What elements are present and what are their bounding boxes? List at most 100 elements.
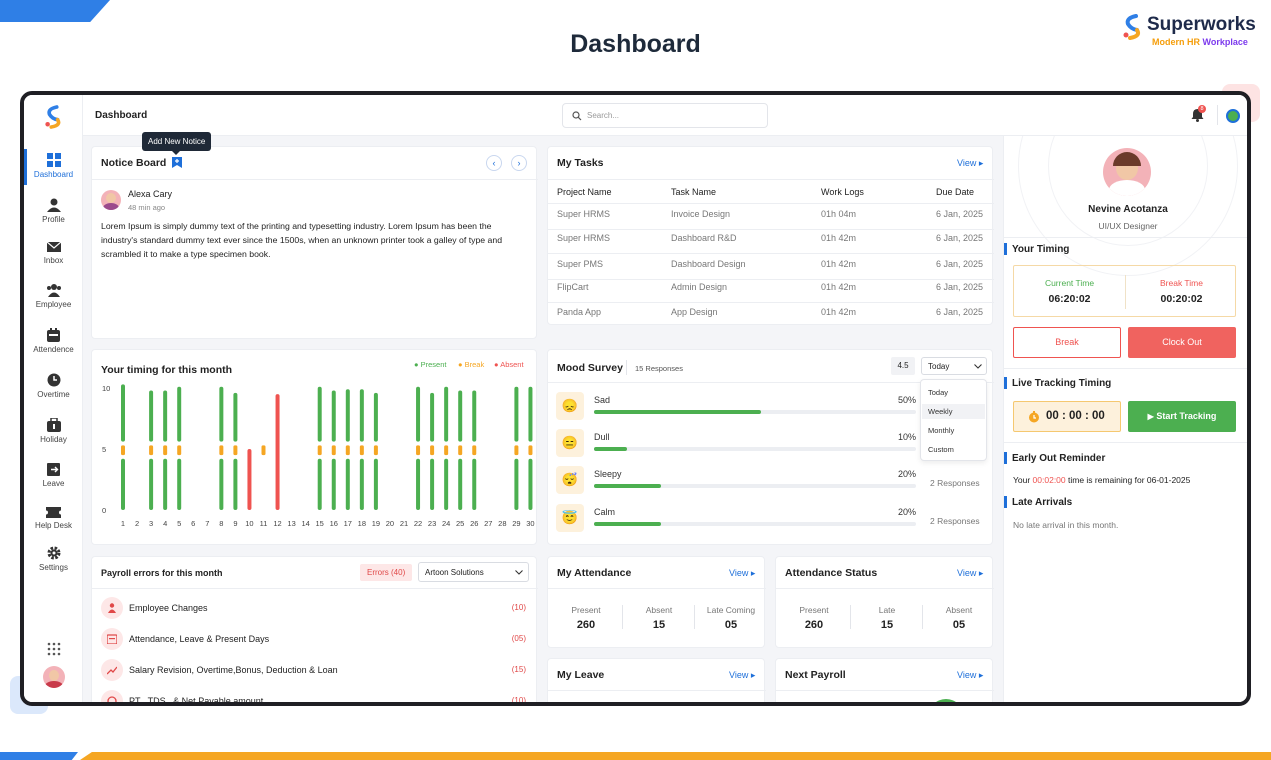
bar-break [345, 445, 350, 456]
bar-break [261, 445, 266, 456]
attendance-value: 05 [724, 619, 738, 631]
next-notice-button[interactable]: › [511, 155, 527, 171]
table-row[interactable]: FlipCart Admin Design 01h 42m 6 Jan, 2025 [548, 278, 994, 302]
tasks-view-link[interactable]: View ▸ [957, 158, 984, 168]
notification-button[interactable]: 8 [1191, 105, 1206, 124]
my-leave-title: My Leave [557, 669, 605, 681]
clock-icon [47, 373, 60, 387]
legend-item: ● Break [458, 360, 485, 369]
bar-break [416, 445, 421, 456]
prev-notice-button[interactable]: ‹ [486, 155, 502, 171]
company-select[interactable]: Artoon Solutions [418, 562, 529, 582]
x-tick-label: 1 [121, 519, 125, 528]
my-tasks-title: My Tasks [557, 157, 604, 169]
sidebar-item-overtime[interactable]: Overtime [24, 373, 83, 399]
search-input[interactable]: Search... [562, 103, 768, 128]
notice-time: 48 min ago [128, 203, 166, 212]
table-row[interactable]: Super HRMS Invoice Design 01h 04m 6 Jan, 20… [548, 205, 994, 229]
x-tick-label: 22 [414, 519, 422, 528]
period-option-weekly[interactable]: Weekly [922, 404, 985, 419]
bar-break [514, 445, 519, 456]
divider [1217, 105, 1218, 125]
attendance-status-view-link[interactable]: View ▸ [957, 568, 984, 578]
sidebar-item-holiday[interactable]: Holiday [24, 418, 83, 444]
table-row[interactable]: Panda App App Design 01h 42m 6 Jan, 2025 [548, 303, 994, 327]
next-payroll-title: Next Payroll [785, 669, 846, 681]
start-tracking-button[interactable]: ▶ Start Tracking [1128, 401, 1236, 432]
break-button[interactable]: Break [1013, 327, 1121, 358]
mood-percent: 20% [897, 469, 916, 479]
person-icon [101, 597, 123, 619]
mood-item: 😴 Sleepy 20% [556, 466, 916, 500]
payroll-error-count: (05) [511, 634, 526, 643]
period-option-today[interactable]: Today [928, 388, 949, 397]
sidebar-item-help-desk[interactable]: Help Desk [24, 507, 83, 530]
divider [548, 179, 994, 180]
sidebar-item-leave[interactable]: Leave [24, 463, 83, 488]
bar-absent [275, 394, 280, 510]
period-option-monthly[interactable]: Monthly [928, 426, 955, 435]
mood-name: Dull [594, 432, 610, 442]
period-option-custom[interactable]: Custom [928, 445, 954, 454]
section-marker [1004, 452, 1007, 464]
divider [850, 605, 851, 629]
payroll-error-row[interactable]: Employee Changes (10) [101, 597, 526, 621]
sidebar-item-dashboard[interactable]: Dashboard [24, 149, 83, 185]
bar-present [528, 458, 533, 510]
payroll-view-link[interactable]: View ▸ [957, 670, 984, 680]
my-attendance-title: My Attendance [557, 567, 632, 579]
user-avatar[interactable] [43, 666, 65, 688]
period-select[interactable]: Today [921, 357, 987, 375]
clock-out-button[interactable]: Clock Out [1128, 327, 1236, 358]
table-cell: 6 Jan, 2025 [936, 233, 984, 243]
x-tick-label: 30 [526, 519, 534, 528]
table-cell: 01h 42m [821, 259, 857, 269]
bar-present [416, 386, 421, 442]
payroll-error-row[interactable]: Attendance, Leave & Present Days (05) [101, 628, 526, 652]
early-out-remaining: 00:02:00 [1032, 475, 1066, 485]
tasks-column-header: Project Name [557, 187, 612, 197]
brand-tagline: Modern HR Workplace [1152, 37, 1248, 47]
attendance-value: 15 [652, 619, 666, 631]
users-icon [46, 284, 61, 297]
payroll-error-row[interactable]: PT , TDS , & Net Payable amount (10) [101, 690, 526, 702]
leave-view-link[interactable]: View ▸ [729, 670, 756, 680]
sidebar-item-attendence[interactable]: Attendence [24, 328, 83, 354]
divider [1004, 368, 1247, 369]
ticket-icon [46, 507, 61, 518]
table-row[interactable]: Super PMS Dashboard Design 01h 42m 6 Jan, 2… [548, 255, 994, 279]
sidebar-item-settings[interactable]: Settings [24, 546, 83, 572]
sidebar-item-inbox[interactable]: Inbox [24, 241, 83, 265]
attendance-view-link[interactable]: View ▸ [729, 568, 756, 578]
sidebar-item-employee[interactable]: Employee [24, 283, 83, 309]
x-tick-label: 25 [456, 519, 464, 528]
bar-break [149, 445, 154, 456]
sidebar-item-label: Profile [42, 215, 65, 224]
live-tracking-title: Live Tracking Timing [1012, 378, 1112, 389]
bar-present [149, 458, 154, 510]
table-cell: Dashboard Design [671, 259, 746, 269]
bar-present [444, 458, 449, 510]
status-label: Late [878, 605, 896, 615]
table-row[interactable]: Super HRMS Dashboard R&D 01h 42m 6 Jan, 202… [548, 229, 994, 253]
sidebar-item-profile[interactable]: Profile [24, 198, 83, 224]
payroll-error-row[interactable]: Salary Revision, Overtime,Bonus, Deducti… [101, 659, 526, 683]
notice-author: Alexa Cary [128, 189, 173, 199]
sidebar: Dashboard Profile Inbox Employee Attende… [24, 95, 83, 702]
tracking-timer: 00 : 00 : 00 [1013, 401, 1121, 432]
profile-avatar[interactable] [1103, 148, 1151, 196]
chat-icon[interactable] [1226, 109, 1240, 123]
mood-progress-fill [594, 447, 628, 451]
x-tick-label: 6 [191, 519, 195, 528]
table-cell: Admin Design [671, 282, 728, 292]
apps-grid-icon[interactable] [47, 642, 61, 656]
payroll-progress-ring [928, 699, 964, 702]
bar-present [177, 386, 182, 442]
mood-emoji-icon: 😴 [556, 466, 584, 494]
add-notice-icon[interactable] [172, 157, 182, 168]
payroll-error-label: Employee Changes [129, 603, 208, 613]
bar-present [163, 390, 168, 442]
bar-present [416, 458, 421, 510]
start-tracking-label: Start Tracking [1156, 411, 1217, 421]
divider [548, 229, 994, 230]
